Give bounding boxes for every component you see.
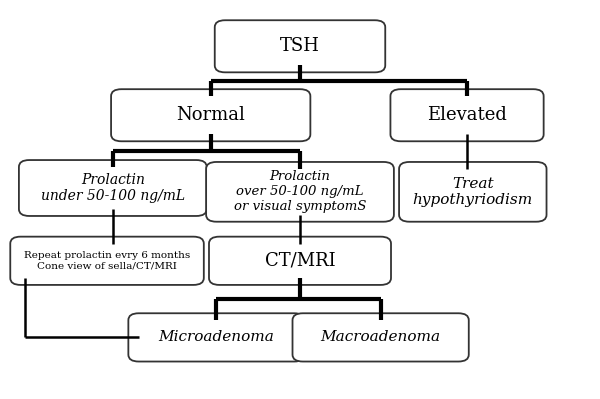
FancyBboxPatch shape: [391, 89, 544, 141]
Text: Treat
hypothyriodism: Treat hypothyriodism: [413, 177, 533, 207]
Text: Microadenoma: Microadenoma: [158, 330, 274, 344]
FancyBboxPatch shape: [19, 160, 206, 216]
Text: Normal: Normal: [176, 106, 245, 124]
Text: Macroadenoma: Macroadenoma: [320, 330, 441, 344]
FancyBboxPatch shape: [128, 313, 305, 361]
FancyBboxPatch shape: [399, 162, 547, 222]
Text: Prolactin
over 50-100 ng/mL
or visual symptomS: Prolactin over 50-100 ng/mL or visual sy…: [234, 170, 366, 213]
FancyBboxPatch shape: [215, 20, 385, 72]
FancyBboxPatch shape: [10, 237, 204, 285]
Text: TSH: TSH: [280, 37, 320, 55]
FancyBboxPatch shape: [206, 162, 394, 222]
FancyBboxPatch shape: [293, 313, 469, 361]
Text: Repeat prolactin evry 6 months
Cone view of sella/CT/MRI: Repeat prolactin evry 6 months Cone view…: [24, 251, 190, 271]
FancyBboxPatch shape: [209, 237, 391, 285]
Text: CT/MRI: CT/MRI: [265, 252, 335, 270]
FancyBboxPatch shape: [111, 89, 310, 141]
Text: Prolactin
under 50-100 ng/mL: Prolactin under 50-100 ng/mL: [41, 173, 185, 203]
Text: Elevated: Elevated: [427, 106, 507, 124]
